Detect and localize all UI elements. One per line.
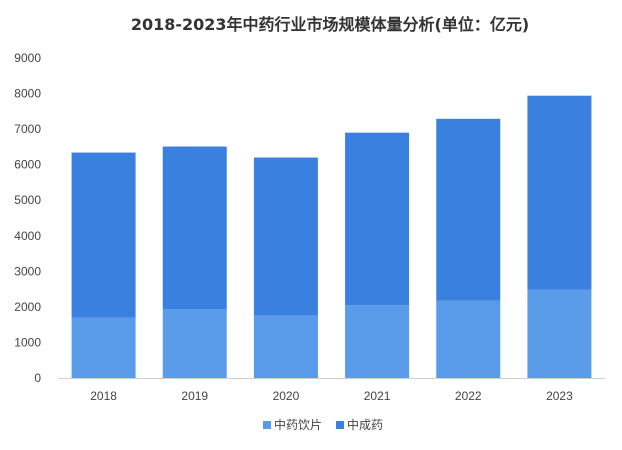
bar-segment-patent-medicine-2023 [527, 95, 592, 290]
x-tick-label: 2021 [364, 389, 391, 403]
bar-segment-decoction-pieces-2018 [71, 317, 136, 378]
y-tick-label: 6000 [14, 158, 41, 172]
legend-swatch [336, 421, 344, 429]
y-tick-label: 7000 [14, 122, 41, 136]
y-tick-label: 1000 [14, 335, 41, 349]
y-tick-label: 3000 [14, 264, 41, 278]
y-tick-label: 9000 [14, 51, 41, 65]
legend-swatch [263, 421, 271, 429]
bar-segment-decoction-pieces-2020 [253, 315, 318, 378]
x-tick-label: 2020 [273, 389, 300, 403]
bar-segment-patent-medicine-2018 [71, 152, 136, 318]
y-tick-label: 2000 [14, 300, 41, 314]
y-tick-label: 8000 [14, 87, 41, 101]
chart-title: 2018-2023年中药行业市场规模体量分析(单位：亿元) [131, 15, 529, 34]
bar-segment-patent-medicine-2019 [162, 146, 227, 310]
bars [71, 95, 592, 378]
bar-segment-decoction-pieces-2022 [436, 300, 501, 378]
x-axis-tick-labels: 2018 2019 2020 2021 2022 2023 [90, 389, 573, 403]
bar-segment-patent-medicine-2022 [436, 118, 501, 301]
y-tick-label: 0 [34, 371, 41, 385]
legend: 中药饮片 中成药 [263, 417, 383, 432]
bar-segment-decoction-pieces-2021 [345, 305, 410, 378]
y-tick-label: 4000 [14, 229, 41, 243]
x-tick-label: 2022 [455, 389, 482, 403]
legend-label: 中成药 [347, 417, 383, 432]
x-tick-label: 2019 [181, 389, 208, 403]
bar-segment-patent-medicine-2021 [345, 132, 410, 306]
y-tick-label: 5000 [14, 193, 41, 207]
legend-label: 中药饮片 [274, 417, 322, 432]
bar-segment-decoction-pieces-2023 [527, 289, 592, 378]
x-tick-label: 2018 [90, 389, 117, 403]
bar-segment-decoction-pieces-2019 [162, 309, 227, 378]
x-tick-label: 2023 [546, 389, 573, 403]
y-axis-tick-labels: 0 1000 2000 3000 4000 5000 6000 7000 8000 9000 [14, 51, 41, 385]
bar-segment-patent-medicine-2020 [253, 157, 318, 316]
